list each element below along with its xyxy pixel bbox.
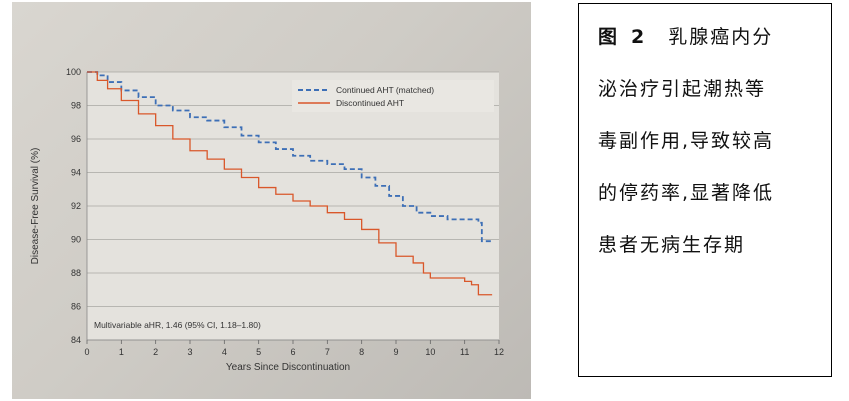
caption-line-1-text: 乳腺癌内分 [668, 26, 774, 48]
y-tick-label-90: 90 [71, 235, 81, 245]
caption-line-2: 泌治疗引起潮热等 [598, 78, 767, 100]
x-tick-label-0: 0 [84, 347, 89, 357]
legend-label-discontinued: Discontinued AHT [336, 98, 404, 108]
series-line-0 [87, 71, 493, 243]
y-tick-label-100: 100 [66, 67, 81, 77]
x-axis-label: Years Since Discontinuation [226, 362, 350, 373]
x-tick-label-8: 8 [359, 347, 364, 357]
figure-caption-box: 图 2 乳腺癌内分 泌治疗引起潮热等 毒副作用,导致较高 的停药率,显著降低 患者无… [578, 3, 832, 377]
x-tick-label-7: 7 [325, 347, 330, 357]
x-tick-label-4: 4 [222, 347, 227, 357]
x-tick-label-12: 12 [494, 347, 504, 357]
y-tick-label-98: 98 [71, 101, 81, 111]
caption-figure-label: 图 [598, 26, 620, 48]
series-line-1 [87, 71, 493, 296]
legend-box [292, 80, 494, 112]
y-tick-label-94: 94 [71, 168, 81, 178]
y-tick-label-92: 92 [71, 201, 81, 211]
chart-legend: Continued AHT (matched) Discontinued AHT [292, 80, 494, 112]
caption-line-3: 毒副作用,导致较高 [598, 130, 775, 152]
legend-label-continued: Continued AHT (matched) [336, 85, 434, 95]
x-tick-label-11: 11 [460, 347, 469, 357]
caption-line-5: 患者无病生存期 [598, 234, 746, 256]
caption-line-1: 图 2 乳腺癌内分 [598, 22, 773, 49]
y-tick-label-86: 86 [71, 302, 81, 312]
caption-figure-number: 2 [631, 26, 647, 48]
x-tick-label-1: 1 [119, 347, 124, 357]
data-series [87, 71, 493, 296]
x-tick-label-5: 5 [256, 347, 261, 357]
y-axis-label: Disease-Free Survival (%) [30, 148, 41, 265]
x-tick-label-6: 6 [290, 347, 295, 357]
x-tick-label-10: 10 [425, 347, 435, 357]
y-tick-label-88: 88 [71, 268, 81, 278]
y-tick-label-84: 84 [71, 335, 81, 345]
y-tick-label-96: 96 [71, 134, 81, 144]
x-tick-label-9: 9 [393, 347, 398, 357]
caption-line-4: 的停药率,显著降低 [598, 182, 775, 204]
x-tick-label-3: 3 [187, 347, 192, 357]
x-tick-label-2: 2 [153, 347, 158, 357]
hazard-ratio-annotation: Multivariable aHR, 1.46 (95% CI, 1.18–1.… [94, 320, 261, 330]
